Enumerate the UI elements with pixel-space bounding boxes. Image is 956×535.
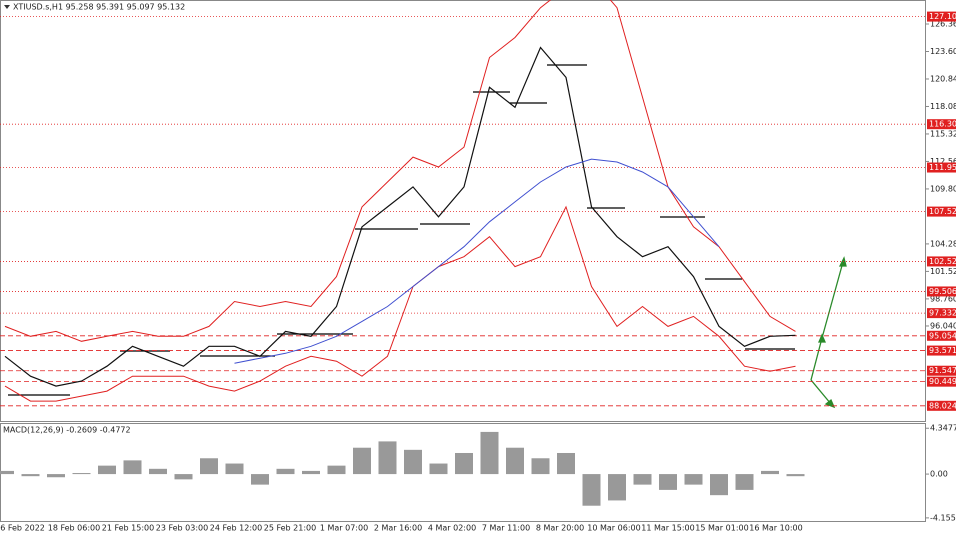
x-tick-label: 15 Mar 01:00	[695, 524, 748, 533]
macd-bar	[353, 447, 371, 475]
level-label: 95.054	[929, 331, 956, 340]
macd-bar	[21, 474, 40, 477]
level-tag	[927, 365, 956, 376]
indicator-line	[4, 0, 796, 342]
y-tick-label: 123.600	[930, 47, 956, 56]
macd-bar	[506, 447, 524, 475]
y-tick-label: 101.520	[930, 267, 956, 276]
level-label: 99.506	[929, 287, 956, 296]
y-tick-label: 104.280	[930, 239, 956, 248]
price-line	[4, 46, 796, 387]
macd-bar	[302, 470, 320, 475]
x-tick-label: 21 Feb 15:00	[102, 524, 154, 533]
macd-bar	[404, 449, 422, 475]
macd-tick-label: 4.3477	[930, 424, 956, 433]
macd-bar	[710, 474, 728, 496]
level-tag	[927, 345, 956, 356]
y-tick-label: 115.320	[930, 129, 956, 138]
macd-bar	[225, 463, 244, 475]
x-tick-label: 11 Mar 15:00	[641, 524, 694, 533]
level-tag	[927, 256, 956, 267]
macd-bar	[608, 474, 626, 501]
level-tag	[927, 376, 956, 387]
x-tick-label: 2 Mar 16:00	[374, 524, 422, 533]
level-label: 91.547	[929, 366, 956, 375]
macd-bar	[455, 452, 473, 475]
macd-bar	[327, 465, 346, 475]
y-tick-label: 112.560	[930, 157, 956, 166]
macd-bar	[47, 474, 65, 478]
forecast-arrows	[810, 256, 847, 409]
x-tick-label: 1 Mar 07:00	[320, 524, 368, 533]
y-tick-label: 96.040	[930, 321, 956, 330]
macd-title: MACD(12,26,9) -0.2609 -0.4772	[3, 426, 131, 435]
y-tick-label: 109.800	[930, 184, 956, 193]
level-tag	[927, 286, 956, 297]
pivot-segments	[8, 64, 795, 396]
level-label: 88.024	[929, 401, 956, 410]
level-tag	[927, 308, 956, 319]
level-tag	[927, 162, 956, 173]
macd-bar	[786, 474, 805, 477]
macd-bar	[761, 470, 779, 475]
macd-bar	[378, 441, 397, 475]
x-tick-label: 23 Feb 03:00	[156, 524, 208, 533]
header: XTIUSD.s,H1 95.258 95.391 95.097 95.132	[13, 3, 185, 12]
menu-icon[interactable]	[4, 5, 10, 9]
x-tick-label: 8 Mar 20:00	[536, 524, 584, 533]
x-tick-label: 25 Feb 21:00	[264, 524, 316, 533]
level-label: 90.449	[929, 377, 956, 386]
macd-bar	[633, 474, 652, 485]
macd-tick-label: 0.00	[930, 470, 948, 479]
level-tag	[927, 400, 956, 411]
indicator-line	[4, 205, 796, 402]
y-tick-label: 120.840	[930, 74, 956, 83]
macd-bar	[735, 474, 754, 490]
level-tag	[927, 119, 956, 130]
macd-bar	[531, 458, 550, 475]
macd-bar	[174, 474, 193, 480]
macd-bar	[200, 458, 218, 475]
macd-bar	[659, 474, 677, 490]
x-tick-label: 10 Mar 06:00	[587, 524, 640, 533]
macd-bar	[123, 460, 142, 475]
macd-bar	[251, 474, 269, 485]
level-label: 107.525	[929, 207, 956, 216]
indicator-line	[234, 158, 720, 364]
level-tag	[927, 206, 956, 217]
macd-bar	[276, 468, 295, 475]
level-label: 93.571	[929, 346, 956, 355]
main-panel	[0, 0, 926, 422]
level-label: 102.521	[929, 257, 956, 266]
x-tick-label: 7 Mar 11:00	[482, 524, 530, 533]
macd-bar	[480, 431, 499, 475]
x-tick-label: 16 Feb 2022	[0, 524, 45, 533]
y-tick-label: 126.360	[930, 20, 956, 29]
x-tick-label: 24 Feb 12:00	[210, 524, 262, 533]
macd-bar	[429, 463, 448, 475]
x-tick-label: 18 Feb 06:00	[48, 524, 100, 533]
macd-tick-label: -4.1551	[930, 513, 956, 522]
level-tag	[927, 11, 956, 22]
x-tick-label: 16 Mar 10:00	[749, 524, 802, 533]
y-tick-label: 98.760	[930, 294, 956, 303]
level-label: 111.950	[929, 163, 956, 172]
macd-bar	[72, 473, 91, 475]
macd-bar	[0, 470, 14, 475]
level-tag	[927, 330, 956, 341]
macd-bar	[98, 465, 116, 475]
macd-bar	[557, 452, 575, 475]
level-label: 127.104	[929, 12, 956, 21]
level-label: 116.301	[929, 120, 956, 129]
y-tick-label: 118.080	[930, 102, 956, 111]
macd-bar	[582, 474, 601, 506]
macd-bar	[149, 468, 167, 475]
macd-bar	[684, 474, 703, 485]
level-label: 97.332	[929, 309, 956, 318]
x-tick-label: 4 Mar 02:00	[428, 524, 476, 533]
